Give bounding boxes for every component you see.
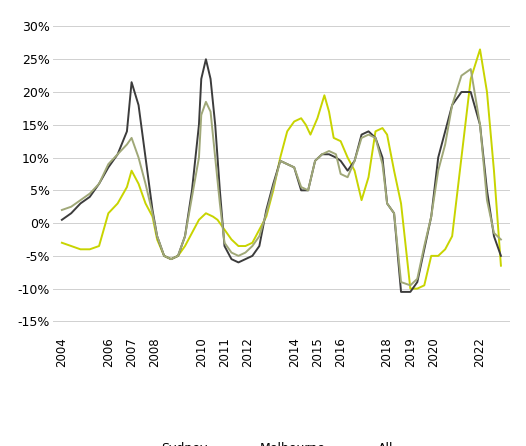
All — [298, 184, 305, 190]
Melbourne — [242, 256, 249, 262]
All — [338, 171, 344, 177]
Line: All: All — [62, 69, 501, 285]
Sydney — [284, 128, 290, 134]
Sydney — [270, 188, 277, 193]
All — [468, 66, 474, 72]
Line: Sydney: Sydney — [62, 50, 501, 289]
Sydney — [203, 211, 209, 216]
Line: Melbourne: Melbourne — [62, 59, 501, 292]
Sydney — [189, 230, 195, 235]
Legend: Sydney, Melbourne, All: Sydney, Melbourne, All — [118, 437, 399, 446]
Sydney — [477, 47, 483, 52]
All — [59, 207, 65, 213]
Sydney — [491, 168, 497, 173]
All — [235, 253, 241, 259]
All — [270, 184, 277, 190]
Melbourne — [338, 158, 344, 164]
Sydney — [358, 198, 365, 203]
Sydney — [59, 240, 65, 245]
Melbourne — [203, 57, 209, 62]
Melbourne — [59, 217, 65, 223]
Melbourne — [128, 79, 135, 85]
Melbourne — [277, 158, 284, 164]
Sydney — [407, 286, 413, 291]
All — [333, 152, 339, 157]
All — [128, 135, 135, 140]
All — [498, 237, 504, 242]
Melbourne — [345, 168, 351, 173]
Sydney — [498, 263, 504, 268]
Melbourne — [398, 289, 404, 294]
All — [407, 283, 413, 288]
Melbourne — [305, 188, 311, 193]
Melbourne — [498, 253, 504, 259]
